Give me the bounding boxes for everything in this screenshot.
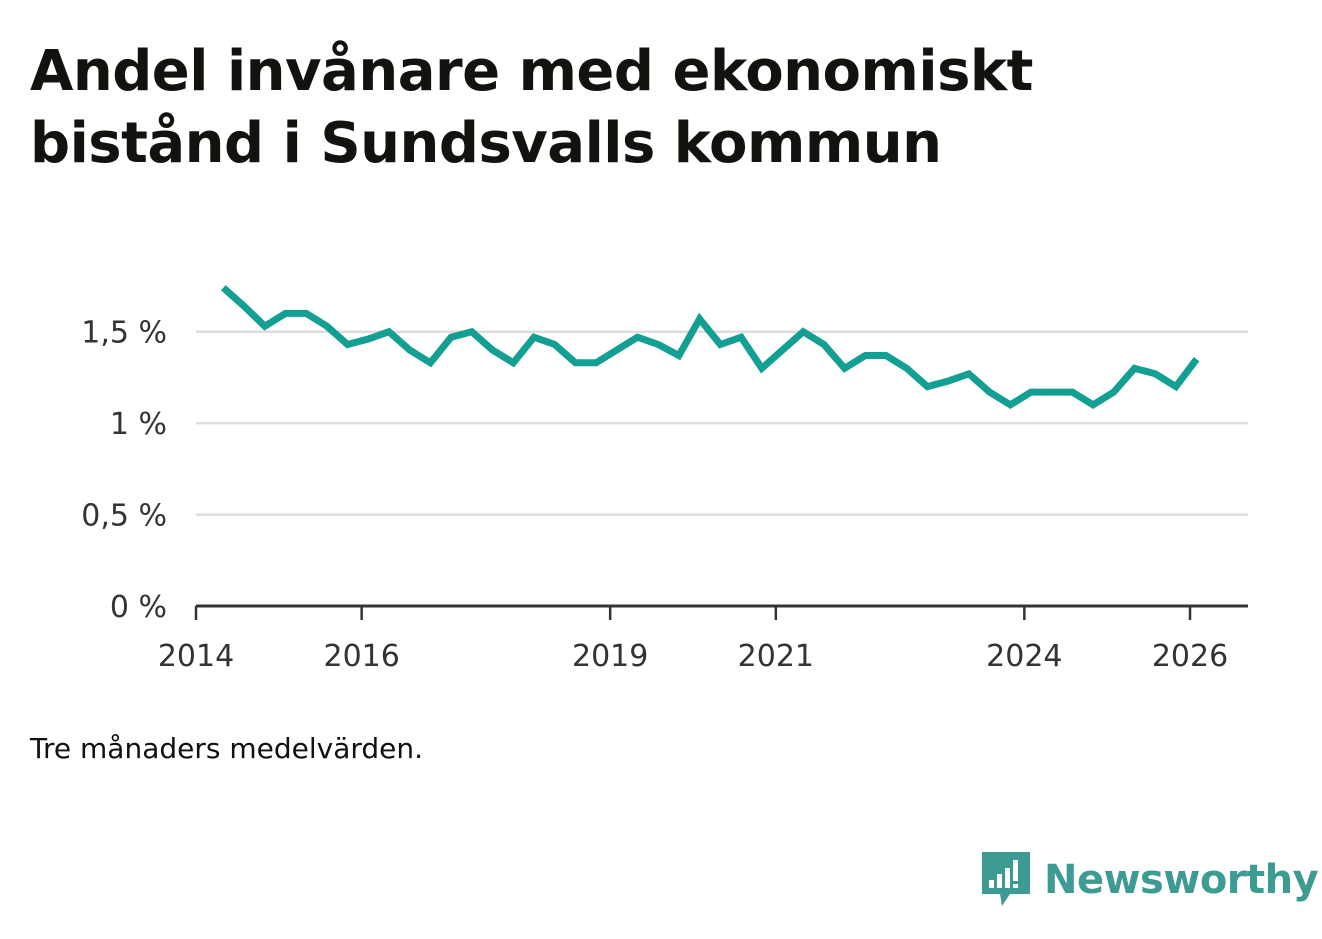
series-group [220,285,1200,410]
chart-area: 0 % 0,5 % 1 % 1,5 % 2014 2016 2019 2021 2024 202… [81,285,1248,674]
brand-name: Newsworthy [1044,857,1319,903]
x-tick-label: 2024 [986,639,1062,674]
chart-title: Andel invånare med ekonomiskt bistånd i … [30,39,1033,176]
y-tick-label: 0 % [110,590,167,625]
series-line-0 [220,285,1200,410]
newsworthy-logo-icon [982,852,1030,906]
x-tick-label: 2016 [323,639,399,674]
brand-logo: Newsworthy [980,848,1319,912]
x-tick-label: 2019 [572,639,648,674]
y-tick-label: 1 % [110,407,167,442]
gridlines [196,330,1248,516]
x-axis-ticks: 2014 2016 2019 2021 2024 2026 [158,606,1228,674]
y-tick-label: 0,5 % [81,499,167,534]
x-tick-label: 2014 [158,639,234,674]
y-axis-ticks: 0 % 0,5 % 1 % 1,5 % [81,316,167,625]
line-chart: 0 % 0,5 % 1 % 1,5 % 2014 2016 2019 2021 2024 202… [81,285,1248,674]
y-tick-label: 1,5 % [81,316,167,351]
x-tick-label: 2021 [738,639,814,674]
x-tick-label: 2026 [1152,639,1228,674]
chart-note: Tre månaders medelvärden. [30,732,424,765]
